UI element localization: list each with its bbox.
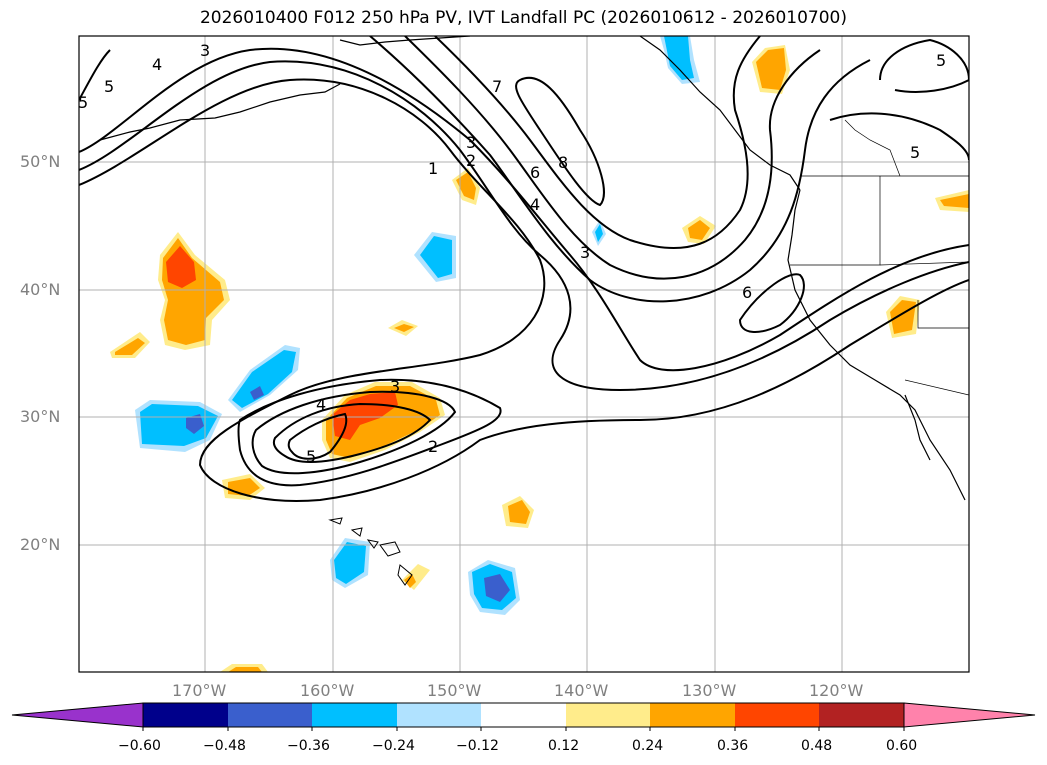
colorbar-tick-label: −0.24 — [372, 738, 415, 754]
colorbar-tick-label: −0.12 — [456, 738, 499, 754]
colorbar-segment — [481, 703, 566, 727]
pv-negative-area — [664, 36, 694, 80]
pv-negative-area — [334, 542, 366, 584]
colorbar-segment — [397, 703, 481, 727]
pv-strong-negative-area — [250, 386, 264, 400]
ivt-contours — [79, 36, 969, 502]
contour-label: 3 — [580, 243, 590, 262]
contour-label: 5 — [78, 93, 88, 112]
contour-label: 3 — [466, 133, 476, 152]
pv-positive-area — [756, 48, 786, 90]
colorbar-tick-label: 0.24 — [632, 738, 664, 754]
colorbar-segment — [228, 703, 312, 727]
lon-label-170w: 170°W — [172, 681, 227, 700]
political-borders — [790, 119, 969, 396]
lon-label-130w: 130°W — [682, 681, 737, 700]
contour-label: 8 — [558, 153, 568, 172]
colorbar — [11, 702, 1036, 731]
colorbar-segment — [650, 703, 735, 727]
contour-label: 4 — [530, 195, 540, 214]
contour-label: 4 — [152, 55, 162, 74]
lon-label-120w: 120°W — [809, 681, 864, 700]
pv-positive-area — [508, 500, 530, 524]
pv-positive-area — [228, 667, 262, 672]
colorbar-segment — [735, 703, 819, 727]
pv-strong-negative-area — [186, 414, 204, 434]
lon-label-150w: 150°W — [427, 681, 482, 700]
colorbar-segment — [143, 703, 228, 727]
contour-label: 7 — [492, 77, 502, 96]
contour-label: 1 — [428, 159, 438, 178]
colorbar-segment — [312, 703, 397, 727]
pv-negative-area — [595, 224, 603, 242]
map-background — [79, 36, 969, 672]
colorbar-tick-label: −0.60 — [118, 738, 161, 754]
contour-label: 2 — [466, 151, 476, 170]
contour-label: 6 — [530, 163, 540, 182]
map-title: 2026010400 F012 250 hPa PV, IVT Landfall… — [199, 8, 847, 28]
colorbar-tick-label: 0.60 — [886, 738, 918, 754]
pv-strong-negative-area — [484, 574, 510, 602]
lon-label-160w: 160°W — [300, 681, 355, 700]
contour-label: 5 — [910, 143, 920, 162]
pv-shading — [110, 36, 969, 672]
colorbar-extend-low — [11, 702, 144, 728]
colorbar-tick-label: 0.36 — [717, 738, 749, 754]
pv-positive-area — [404, 574, 416, 588]
lat-label-40n: 40°N — [20, 280, 61, 299]
lon-label-140w: 140°W — [554, 681, 609, 700]
colorbar-tick-label: 0.12 — [548, 738, 580, 754]
contour-label: 4 — [316, 395, 326, 414]
hawaiian-islands — [328, 517, 413, 586]
colorbar-tick-label: −0.36 — [287, 738, 330, 754]
colorbar-tick-label: 0.48 — [801, 738, 833, 754]
pv-positive-area — [940, 194, 969, 208]
lat-label-30n: 30°N — [20, 407, 61, 426]
colorbar-segment — [566, 703, 650, 727]
pv-negative-area — [232, 350, 296, 408]
pv-positive-area — [456, 172, 476, 200]
pv-positive-area — [115, 338, 145, 355]
pv-positive-area — [394, 324, 414, 332]
contour-label: 5 — [104, 77, 114, 96]
contour-label: 6 — [742, 283, 752, 302]
map-frame — [78, 35, 970, 673]
lat-label-20n: 20°N — [20, 535, 61, 554]
contour-labels: 3 4 5 7 3 2 1 6 8 4 3 6 5 5 4 3 5 2 5 — [78, 41, 946, 466]
coastlines — [99, 36, 966, 501]
pv-negative-area — [420, 236, 452, 278]
contour-label: 2 — [428, 437, 438, 456]
contour-label: 3 — [390, 377, 400, 396]
contour-label: 3 — [200, 41, 210, 60]
colorbar-tick-label: −0.48 — [203, 738, 246, 754]
lat-label-50n: 50°N — [20, 152, 61, 171]
contour-label: 5 — [936, 51, 946, 70]
pv-positive-area — [688, 220, 710, 240]
contour-label: 5 — [306, 447, 316, 466]
gridlines — [79, 36, 969, 672]
colorbar-segment — [819, 703, 904, 727]
pv-strong-area — [166, 246, 196, 288]
colorbar-extend-high — [903, 702, 1036, 728]
